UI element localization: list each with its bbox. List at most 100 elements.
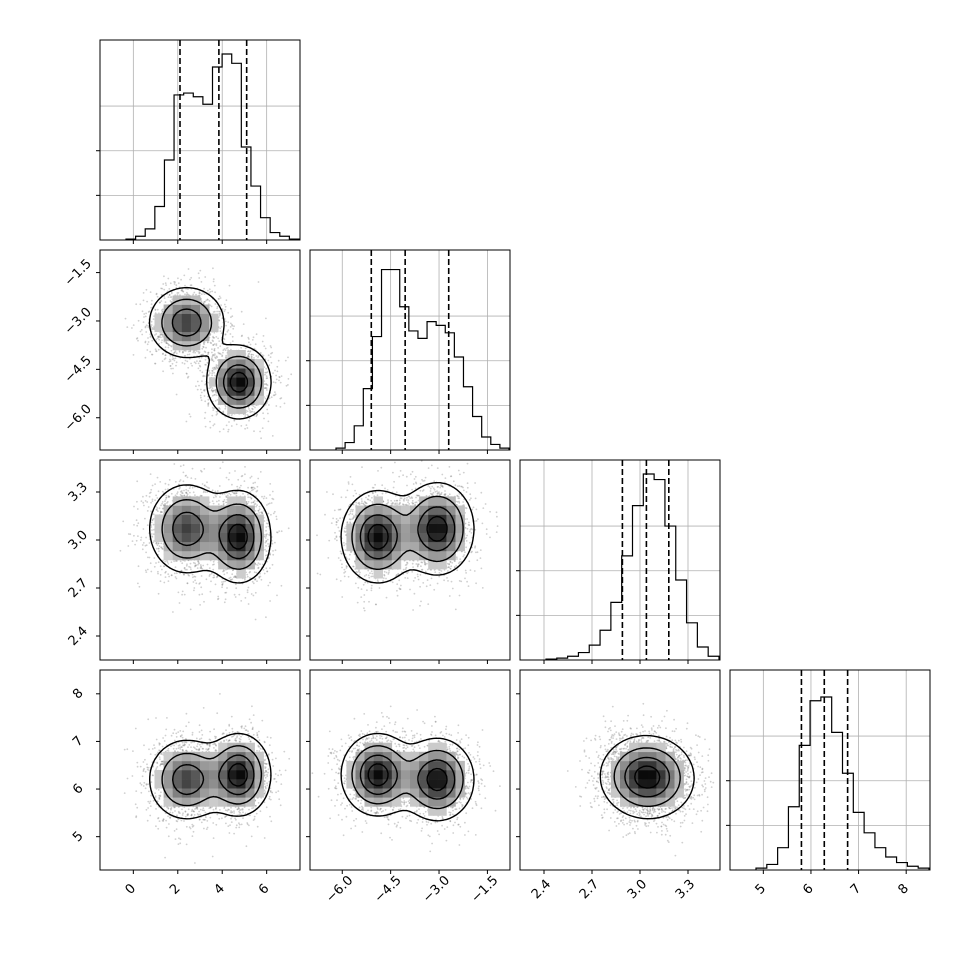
- panel-content: [310, 250, 510, 450]
- sample-point: [187, 293, 190, 296]
- sample-point: [213, 407, 215, 410]
- sample-point: [161, 548, 164, 550]
- sample-point: [270, 361, 273, 364]
- density-cell: [254, 359, 264, 369]
- sample-point: [164, 571, 167, 574]
- density-cell: [154, 313, 164, 323]
- sample-point: [211, 500, 214, 502]
- sample-point: [266, 519, 269, 522]
- sample-point: [209, 386, 212, 389]
- sample-point: [252, 405, 255, 407]
- sample-point: [218, 295, 221, 298]
- sample-point: [175, 286, 178, 289]
- sample-point: [157, 542, 160, 544]
- sample-point: [212, 563, 214, 566]
- sample-point: [250, 475, 253, 478]
- sample-point: [203, 287, 206, 290]
- sample-point: [234, 470, 236, 472]
- sample-point: [259, 430, 261, 433]
- sample-point: [231, 340, 234, 343]
- histogram-panel-0: [96, 39, 301, 244]
- sample-point: [152, 513, 155, 515]
- sample-point: [150, 570, 153, 573]
- sample-point: [222, 410, 225, 413]
- sample-point: [206, 481, 208, 484]
- sample-point: [203, 600, 205, 603]
- sample-point: [202, 564, 205, 567]
- sample-point: [211, 390, 214, 392]
- sample-point: [274, 369, 276, 372]
- sample-point: [250, 410, 253, 413]
- sample-point: [137, 582, 139, 585]
- sample-point: [213, 347, 216, 350]
- sample-point: [171, 362, 174, 365]
- sample-point: [162, 335, 164, 338]
- contour-line: [148, 286, 272, 420]
- y-tick-label: −4.5: [62, 353, 95, 386]
- sample-point: [275, 374, 277, 377]
- sample-point: [196, 360, 198, 362]
- sample-point: [168, 457, 170, 459]
- sample-point: [155, 350, 157, 352]
- density-cell: [236, 404, 246, 414]
- sample-point: [126, 326, 129, 328]
- sample-point: [226, 587, 228, 589]
- sample-point: [148, 495, 151, 498]
- sample-point: [268, 534, 271, 537]
- sample-point: [190, 284, 193, 286]
- sample-point: [240, 600, 243, 602]
- sample-point: [214, 389, 217, 392]
- sample-point: [155, 293, 158, 296]
- sample-point: [146, 343, 149, 346]
- sample-point: [224, 357, 227, 359]
- sample-point: [200, 567, 203, 570]
- sample-point: [169, 354, 172, 357]
- sample-point: [248, 419, 250, 422]
- sample-point: [159, 333, 162, 336]
- sample-point: [219, 353, 222, 355]
- sample-point: [267, 512, 270, 515]
- sample-point: [276, 594, 278, 597]
- sample-point: [168, 575, 171, 578]
- sample-point: [233, 492, 236, 494]
- sample-point: [249, 409, 251, 412]
- sample-point: [280, 375, 283, 377]
- sample-point: [137, 339, 139, 342]
- sample-point: [161, 490, 164, 493]
- sample-point: [264, 404, 267, 406]
- sample-point: [201, 483, 204, 485]
- sample-point: [177, 483, 180, 486]
- sample-point: [226, 346, 229, 349]
- sample-point: [261, 563, 264, 566]
- sample-point: [173, 351, 176, 354]
- sample-point: [223, 338, 226, 341]
- sample-point: [213, 331, 216, 334]
- sample-point: [169, 358, 171, 361]
- sample-point: [150, 526, 153, 528]
- sample-point: [200, 494, 203, 497]
- sample-point: [189, 278, 191, 281]
- sample-point: [232, 569, 234, 571]
- sample-point: [240, 475, 243, 478]
- sample-point: [160, 336, 162, 339]
- sample-point: [200, 388, 202, 391]
- sample-point: [275, 405, 278, 407]
- sample-point: [257, 566, 260, 569]
- sample-point: [187, 288, 189, 290]
- sample-point: [145, 312, 148, 315]
- sample-point: [216, 310, 219, 313]
- sample-point: [187, 489, 190, 492]
- sample-point: [146, 510, 149, 512]
- sample-point: [269, 600, 271, 602]
- sample-point: [144, 315, 147, 318]
- sample-point: [249, 496, 252, 499]
- sample-point: [269, 553, 271, 556]
- sample-point: [225, 324, 228, 327]
- sample-point: [205, 578, 208, 581]
- sample-point: [142, 321, 145, 324]
- sample-point: [222, 351, 224, 354]
- sample-point: [269, 494, 271, 496]
- sample-point: [153, 528, 155, 531]
- sample-point: [147, 506, 150, 508]
- sample-point: [201, 380, 203, 382]
